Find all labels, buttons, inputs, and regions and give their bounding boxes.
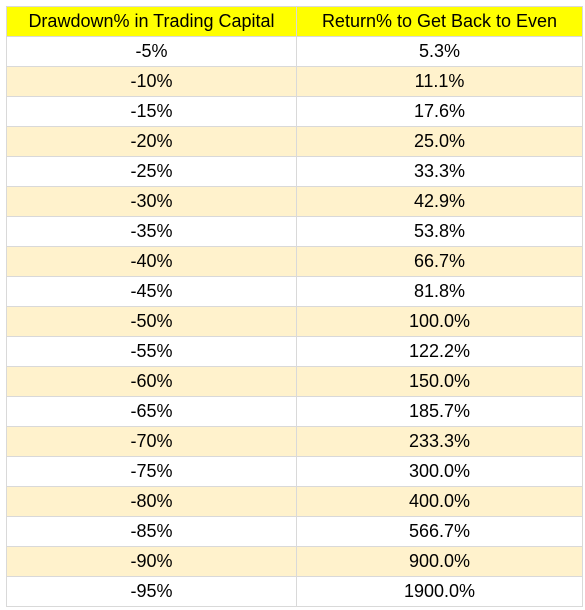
drawdown-cell[interactable]: -65%: [6, 396, 297, 427]
return-cell[interactable]: 100.0%: [296, 306, 583, 337]
header-row: Drawdown% in Trading Capital Return% to …: [6, 6, 583, 37]
table-row: -25% 33.3%: [6, 156, 583, 187]
table-row: -85% 566.7%: [6, 516, 583, 547]
table-row: -40% 66.7%: [6, 246, 583, 277]
drawdown-cell[interactable]: -20%: [6, 126, 297, 157]
return-cell[interactable]: 17.6%: [296, 96, 583, 127]
return-cell[interactable]: 566.7%: [296, 516, 583, 547]
table-row: -20% 25.0%: [6, 126, 583, 157]
drawdown-cell[interactable]: -95%: [6, 576, 297, 607]
header-cell-return[interactable]: Return% to Get Back to Even: [296, 6, 583, 37]
table-row: -70% 233.3%: [6, 426, 583, 457]
drawdown-cell[interactable]: -70%: [6, 426, 297, 457]
return-cell[interactable]: 33.3%: [296, 156, 583, 187]
drawdown-cell[interactable]: -35%: [6, 216, 297, 247]
drawdown-cell[interactable]: -30%: [6, 186, 297, 217]
table-row: -95% 1900.0%: [6, 576, 583, 607]
drawdown-cell[interactable]: -90%: [6, 546, 297, 577]
return-cell[interactable]: 122.2%: [296, 336, 583, 367]
table-row: -30% 42.9%: [6, 186, 583, 217]
drawdown-cell[interactable]: -45%: [6, 276, 297, 307]
return-cell[interactable]: 42.9%: [296, 186, 583, 217]
return-cell[interactable]: 233.3%: [296, 426, 583, 457]
return-cell[interactable]: 300.0%: [296, 456, 583, 487]
return-cell[interactable]: 81.8%: [296, 276, 583, 307]
table-row: -75% 300.0%: [6, 456, 583, 487]
drawdown-cell[interactable]: -85%: [6, 516, 297, 547]
return-cell[interactable]: 25.0%: [296, 126, 583, 157]
return-cell[interactable]: 900.0%: [296, 546, 583, 577]
drawdown-table: Drawdown% in Trading Capital Return% to …: [6, 6, 583, 607]
return-cell[interactable]: 5.3%: [296, 36, 583, 67]
return-cell[interactable]: 1900.0%: [296, 576, 583, 607]
return-cell[interactable]: 53.8%: [296, 216, 583, 247]
return-cell[interactable]: 66.7%: [296, 246, 583, 277]
table-row: -15% 17.6%: [6, 96, 583, 127]
table-row: -60% 150.0%: [6, 366, 583, 397]
return-cell[interactable]: 150.0%: [296, 366, 583, 397]
table-row: -80% 400.0%: [6, 486, 583, 517]
drawdown-cell[interactable]: -15%: [6, 96, 297, 127]
drawdown-cell[interactable]: -10%: [6, 66, 297, 97]
table-row: -10% 11.1%: [6, 66, 583, 97]
table-row: -45% 81.8%: [6, 276, 583, 307]
drawdown-cell[interactable]: -25%: [6, 156, 297, 187]
table-row: -50% 100.0%: [6, 306, 583, 337]
return-cell[interactable]: 185.7%: [296, 396, 583, 427]
table-row: -90% 900.0%: [6, 546, 583, 577]
drawdown-cell[interactable]: -60%: [6, 366, 297, 397]
table-row: -35% 53.8%: [6, 216, 583, 247]
return-cell[interactable]: 400.0%: [296, 486, 583, 517]
return-cell[interactable]: 11.1%: [296, 66, 583, 97]
table-row: -5% 5.3%: [6, 36, 583, 67]
drawdown-cell[interactable]: -50%: [6, 306, 297, 337]
drawdown-cell[interactable]: -80%: [6, 486, 297, 517]
drawdown-cell[interactable]: -40%: [6, 246, 297, 277]
drawdown-cell[interactable]: -75%: [6, 456, 297, 487]
drawdown-cell[interactable]: -55%: [6, 336, 297, 367]
drawdown-cell[interactable]: -5%: [6, 36, 297, 67]
table-row: -55% 122.2%: [6, 336, 583, 367]
header-cell-drawdown[interactable]: Drawdown% in Trading Capital: [6, 6, 297, 37]
table-row: -65% 185.7%: [6, 396, 583, 427]
